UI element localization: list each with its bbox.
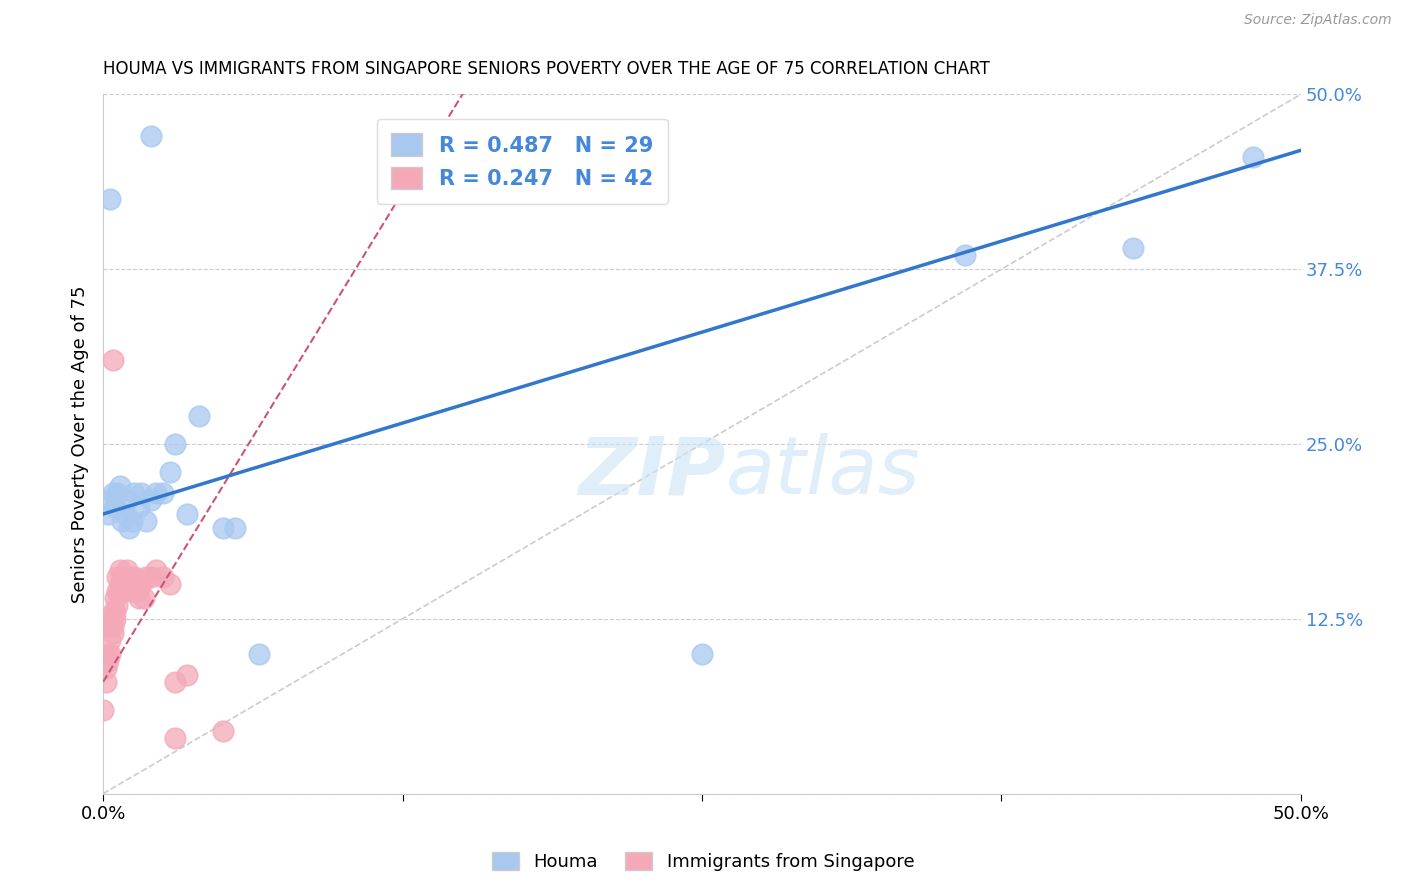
Point (163, 437, 186, 451)
Point (139, 570, 162, 584)
Point (108, 583, 131, 598)
Point (132, 591, 155, 605)
Point (212, 723, 235, 738)
Point (128, 500, 150, 514)
Point (139, 129, 162, 144)
Point (97, 654, 120, 668)
Point (111, 514, 134, 528)
Point (98, 612, 121, 626)
Point (98, 493, 121, 508)
Point (115, 577, 138, 591)
Point (97, 507, 120, 521)
Point (115, 563, 138, 577)
Point (101, 353, 124, 368)
Point (187, 409, 209, 423)
Point (955, 248, 977, 262)
Point (94, 674, 117, 689)
Point (145, 563, 167, 577)
Point (163, 674, 186, 689)
Point (111, 577, 134, 591)
Point (131, 486, 153, 500)
Point (94, 661, 117, 675)
Point (212, 521, 235, 535)
Legend: R = 0.487   N = 29, R = 0.247   N = 42: R = 0.487 N = 29, R = 0.247 N = 42 (377, 119, 668, 204)
Point (104, 591, 127, 605)
Point (135, 570, 157, 584)
Point (128, 591, 150, 605)
Point (91, 703, 114, 717)
Point (114, 507, 136, 521)
Point (114, 570, 136, 584)
Point (176, 668, 198, 682)
Point (104, 605, 127, 619)
Point (107, 570, 129, 584)
Point (118, 570, 141, 584)
Point (145, 486, 167, 500)
Point (98, 192, 121, 206)
Point (121, 514, 143, 528)
Point (121, 583, 143, 598)
Point (152, 570, 174, 584)
Point (247, 647, 270, 661)
Point (101, 605, 124, 619)
Point (135, 514, 157, 528)
Point (176, 507, 198, 521)
Point (1122, 241, 1144, 255)
Point (108, 563, 131, 577)
Text: atlas: atlas (725, 433, 921, 511)
Point (107, 486, 129, 500)
Point (97, 619, 120, 633)
Point (104, 612, 127, 626)
Point (107, 583, 129, 598)
Point (111, 570, 134, 584)
Point (125, 583, 148, 598)
Point (101, 625, 124, 640)
Text: Source: ZipAtlas.com: Source: ZipAtlas.com (1244, 13, 1392, 28)
Point (159, 577, 181, 591)
Point (139, 493, 162, 508)
Point (108, 479, 131, 493)
Point (115, 493, 138, 508)
Point (131, 577, 153, 591)
Point (98, 647, 121, 661)
Point (152, 486, 174, 500)
Point (163, 731, 186, 745)
Point (118, 521, 141, 535)
Point (159, 465, 181, 479)
Text: HOUMA VS IMMIGRANTS FROM SINGAPORE SENIORS POVERTY OVER THE AGE OF 75 CORRELATIO: HOUMA VS IMMIGRANTS FROM SINGAPORE SENIO… (103, 60, 990, 78)
Point (107, 598, 129, 612)
Point (101, 486, 124, 500)
Y-axis label: Seniors Poverty Over the Age of 75: Seniors Poverty Over the Age of 75 (72, 285, 89, 603)
Point (1241, 150, 1264, 164)
Point (122, 570, 145, 584)
Point (104, 500, 127, 514)
Point (114, 583, 136, 598)
Point (224, 521, 246, 535)
Point (97, 647, 120, 661)
Legend: Houma, Immigrants from Singapore: Houma, Immigrants from Singapore (485, 845, 921, 879)
Point (122, 486, 145, 500)
Point (98, 632, 121, 647)
Point (690, 647, 713, 661)
Point (108, 577, 131, 591)
Text: ZIP: ZIP (578, 433, 725, 511)
Point (101, 619, 124, 633)
